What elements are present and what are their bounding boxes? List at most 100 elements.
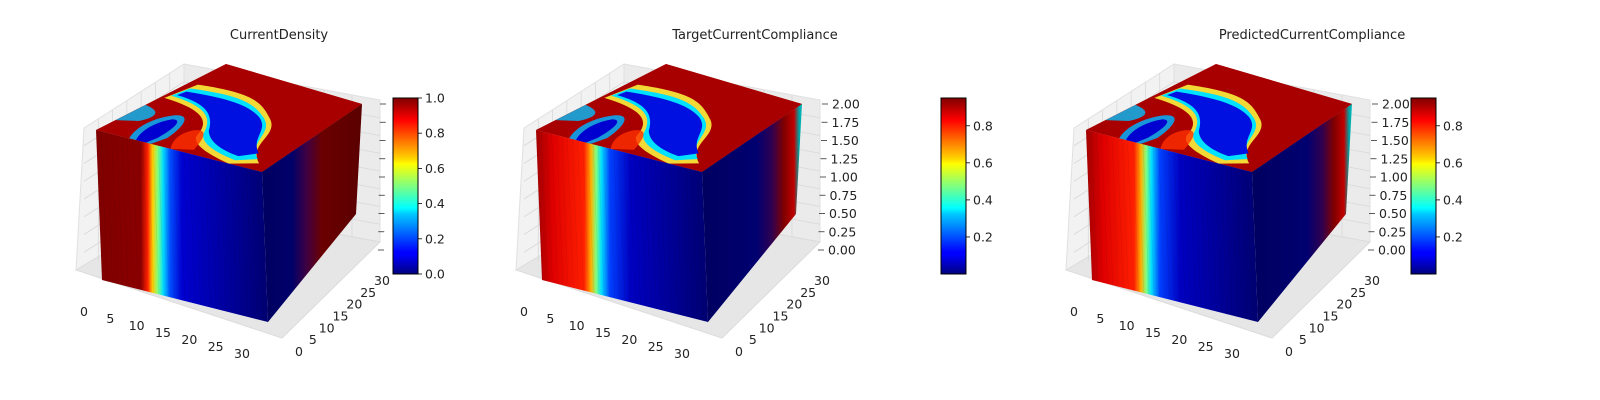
x-tick-label: 15: [595, 325, 611, 340]
x-tick-label: 5: [106, 311, 114, 326]
front-striation: [1230, 166, 1238, 317]
colorbar: [392, 97, 419, 275]
front-striation: [644, 157, 652, 308]
front-striation: [561, 136, 569, 287]
front-striation: [603, 147, 610, 298]
front-striation: [1215, 162, 1222, 313]
front-striation: [582, 141, 589, 292]
front-striation: [1096, 132, 1103, 283]
front-striation: [173, 149, 181, 300]
x-tick-label: 10: [569, 318, 585, 333]
front-striation: [1189, 156, 1197, 307]
front-striation: [157, 145, 165, 296]
front-striation: [1241, 169, 1248, 320]
front-striation: [1210, 161, 1217, 312]
colorbar-tick-label: 0.6: [425, 161, 445, 176]
y-tick-label: 25: [1350, 285, 1366, 300]
x-tick-label: 20: [621, 332, 637, 347]
front-striation: [1179, 153, 1186, 304]
front-striation: [1127, 140, 1134, 291]
x-tick-label: 25: [1198, 339, 1214, 354]
y-tick-label: 15: [1323, 309, 1339, 324]
front-striation: [655, 160, 662, 311]
front-striation: [556, 135, 564, 286]
x-tick-label: 10: [129, 318, 145, 333]
y-tick-label: 15: [333, 309, 349, 324]
y-tick-label: 25: [800, 285, 816, 300]
z-tick-label: 0.75: [830, 188, 858, 203]
front-striation: [680, 166, 688, 317]
front-striation: [623, 152, 631, 303]
chart-title: TargetCurrentCompliance: [671, 28, 838, 43]
x-tick-label: 25: [648, 339, 664, 354]
front-striation: [608, 148, 615, 299]
y-tick-label: 0: [1285, 344, 1293, 359]
front-striation: [1225, 165, 1233, 316]
front-striation: [246, 168, 253, 319]
front-striation: [126, 137, 134, 288]
x-tick-label: 5: [1096, 311, 1104, 326]
z-tick-label: 1.00: [830, 170, 858, 185]
front-striation: [1153, 147, 1160, 298]
y-tick-label: 0: [735, 344, 743, 359]
front-striation: [1163, 149, 1171, 300]
y-tick-label: 30: [814, 273, 830, 288]
front-striation: [256, 170, 264, 321]
cube-side-face: [262, 104, 362, 322]
colorbar-tick-label: 0.8: [425, 126, 445, 141]
front-striation: [121, 136, 129, 287]
front-striation: [111, 133, 118, 284]
front-striation: [230, 164, 238, 315]
front-striation: [106, 132, 113, 283]
front-striation: [204, 157, 212, 308]
x-tick-label: 0: [80, 304, 88, 319]
front-striation: [147, 143, 155, 294]
colorbar-tick-label: 1.0: [425, 91, 445, 106]
front-striation: [152, 144, 160, 295]
colorbar-tick-label: 0.2: [425, 231, 445, 246]
front-striation: [1090, 131, 1098, 282]
front-striation: [618, 150, 626, 302]
front-striation: [587, 143, 595, 294]
front-striation: [551, 133, 558, 284]
y-tick-label: 30: [374, 273, 390, 288]
front-striation: [240, 166, 248, 317]
x-tick-label: 0: [1070, 304, 1078, 319]
x-tick-label: 15: [155, 325, 171, 340]
cube-front-face: [1086, 130, 1258, 322]
front-striation: [629, 153, 636, 304]
colorbar-tick-label: 0.0: [425, 267, 445, 282]
front-striation: [116, 135, 124, 286]
front-striation: [163, 147, 170, 298]
colorbar-tick-label: 0.2: [1443, 229, 1463, 244]
x-tick-label: 25: [208, 339, 224, 354]
front-striation: [225, 162, 232, 313]
front-striation: [142, 141, 149, 292]
front-striation: [686, 168, 693, 319]
front-striation: [1137, 143, 1145, 294]
z-tick-label: 1.00: [1380, 170, 1408, 185]
colorbar-tick-label: 0.4: [425, 196, 445, 211]
front-striation: [1246, 170, 1254, 321]
front-striation: [597, 145, 605, 296]
front-striation: [1142, 144, 1150, 295]
front-striation: [1173, 152, 1181, 303]
z-tick-label: 1.50: [1381, 133, 1409, 148]
z-tick-label: 1.75: [1382, 115, 1410, 130]
front-striation: [1111, 136, 1119, 287]
front-striation: [1122, 139, 1129, 290]
cube-front-face: [536, 130, 708, 322]
colorbar-tick-label: 0.6: [973, 155, 993, 170]
colorbar-tick-label: 0.4: [1443, 192, 1463, 207]
colorbar-tick-label: 0.6: [1443, 155, 1463, 170]
cube-side-face: [1252, 104, 1352, 322]
front-striation: [132, 139, 139, 290]
front-striation: [665, 162, 672, 313]
front-striation: [572, 139, 579, 290]
colorbar-tick-label: 0.2: [973, 229, 993, 244]
y-tick-label: 10: [1309, 320, 1325, 335]
